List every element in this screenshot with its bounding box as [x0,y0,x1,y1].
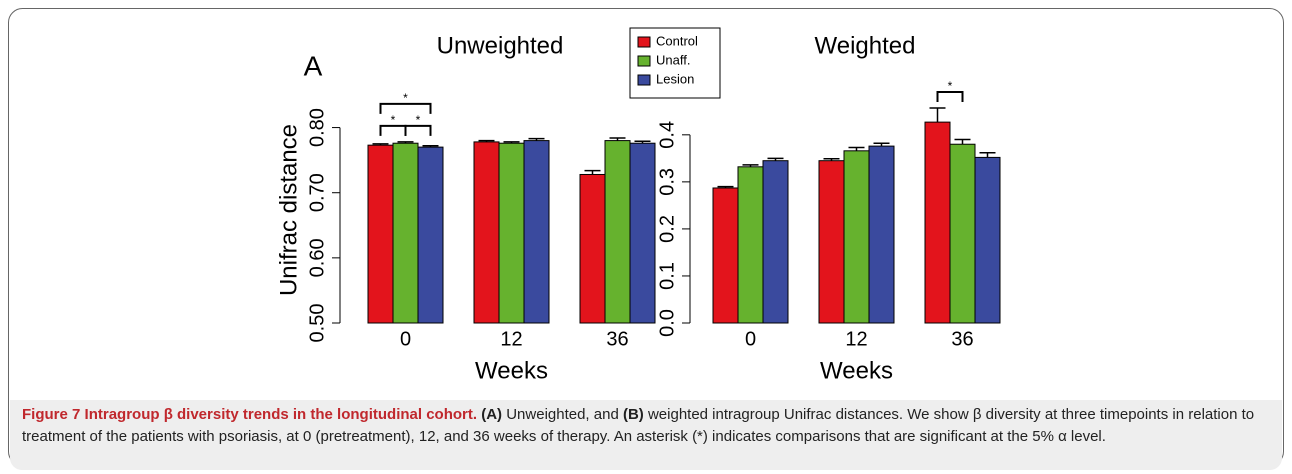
x-tick-label: 12 [845,328,867,350]
bar [843,150,870,324]
y-tick-label: 0.2 [656,215,678,243]
error-bar [609,137,626,141]
bar [604,140,631,324]
bar [712,187,739,324]
error-bar [848,146,865,151]
legend-swatch [637,74,651,86]
bar [367,144,394,324]
x-axis-label: Weeks [475,357,548,384]
significance-label: * [391,113,396,127]
bar [737,166,764,324]
caption-label: Figure 7 [22,406,81,423]
y-tick-label: 0.60 [306,238,328,277]
significance-bracket [404,124,432,136]
x-tick-label: 0 [400,328,411,350]
x-tick-label: 0 [745,328,756,350]
bar [924,121,951,324]
bar [974,156,1001,324]
y-tick-label: 0.0 [656,309,678,337]
bar [818,160,845,324]
bar [498,142,525,324]
significance-bracket [379,124,407,136]
caption-text: weighted intragroup Unifrac distances. W… [22,406,1255,445]
error-bar [584,169,601,175]
bar [949,143,976,324]
error-bar [767,157,784,161]
bar [629,142,656,324]
error-bar [929,107,946,123]
y-axis-label: Unifrac distance [275,124,302,296]
significance-bracket [379,102,432,114]
error-bar [478,139,495,142]
error-bar [528,137,545,141]
panel-label: A [304,50,323,81]
error-bar [422,145,439,148]
bar [523,140,550,324]
significance-bracket [936,91,964,103]
chart-title: Weighted [815,32,916,59]
x-axis-label: Weeks [820,357,893,384]
x-tick-label: 36 [951,328,973,350]
error-bar [397,141,414,144]
legend-swatch [637,36,651,48]
error-bar [503,141,520,144]
caption-part: (A) [481,406,503,423]
x-tick-label: 36 [606,328,628,350]
error-bar [717,185,734,188]
bar [417,146,444,324]
bar [762,160,789,324]
error-bar [634,140,651,144]
significance-label: * [403,91,408,105]
error-bar [954,138,971,145]
chart-title: Unweighted [437,32,564,59]
error-bar [742,164,759,167]
y-tick-label: 0.1 [656,262,678,290]
error-bar [979,151,996,158]
bar [473,141,500,324]
significance-label: * [416,113,421,127]
y-tick-label: 0.80 [306,108,328,147]
y-tick-label: 0.4 [656,121,678,149]
bar [868,145,895,324]
caption-title: Intragroup β diversity trends in the lon… [84,406,478,423]
legend-label: Control [656,33,698,48]
caption-text: Unweighted, and [502,406,623,423]
legend-label: Lesion [656,71,694,86]
y-tick-label: 0.3 [656,168,678,196]
significance-label: * [948,79,953,93]
error-bar [372,143,389,146]
y-tick-label: 0.70 [306,173,328,212]
caption-part: (B) [622,406,644,423]
x-tick-label: 12 [500,328,522,350]
y-tick-label: 0.50 [306,304,328,343]
legend-swatch [637,55,651,67]
error-bar [873,142,890,147]
bar [579,173,606,324]
caption: Figure 7 Intragroup β diversity trends i… [10,400,1282,470]
legend-label: Unaff. [656,52,690,67]
bar [392,142,419,324]
error-bar [823,158,840,161]
